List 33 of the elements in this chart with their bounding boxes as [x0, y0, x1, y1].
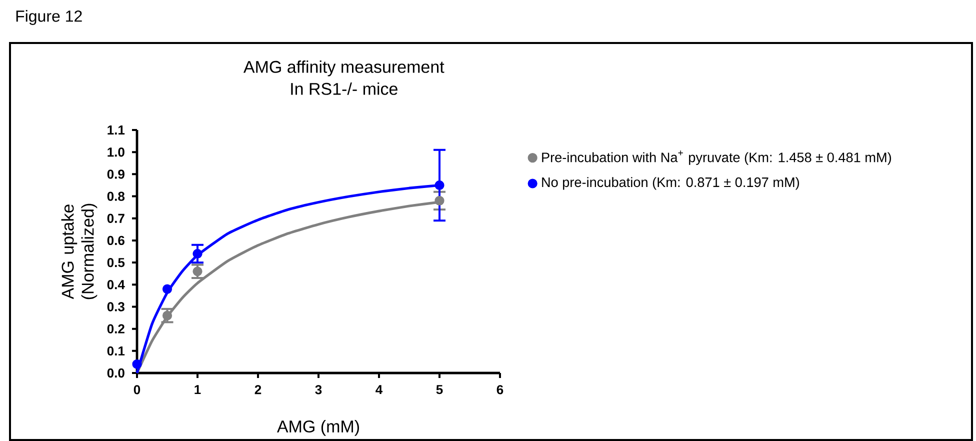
- point: [192, 248, 202, 259]
- point: [192, 266, 202, 276]
- legend-label: No pre-incubation (Km: 0.871 ± 0.197 mM): [542, 177, 800, 190]
- x-axis-title: AMG (mM): [276, 420, 359, 436]
- y-tick-label: 0.6: [107, 236, 124, 246]
- x-tick-label: 4: [376, 385, 383, 394]
- chart-title: AMG affinity measurement: [243, 60, 444, 76]
- x-tick-label: 5: [436, 385, 443, 394]
- x-tick-label: 2: [254, 385, 262, 394]
- x-tick-label: 6: [496, 385, 504, 394]
- y-tick-label: 0.8: [107, 192, 125, 201]
- point: [434, 196, 444, 206]
- point: [162, 310, 172, 320]
- point: [434, 180, 444, 190]
- chart-subtitle: In RS1-/- mice: [291, 82, 398, 95]
- y-tick-label: 1.1: [108, 126, 125, 134]
- x-tick-label: 0: [134, 385, 140, 394]
- y-tick-label: 0.4: [107, 280, 125, 290]
- caption: Figure 12: [16, 10, 82, 25]
- y-tick-label: 0.3: [107, 302, 124, 312]
- y-tick-label: 0.0: [107, 368, 124, 378]
- legend-label: Pre-incubation with Na$^{+}$ pyruvate (Km: 1.458 ± 0.481 mM): [542, 150, 892, 165]
- point: [132, 359, 142, 369]
- x-tick-label: 1: [194, 385, 201, 394]
- y-axis-title: AMG uptake (Normalized): [61, 204, 98, 300]
- y-tick-label: 0.9: [107, 170, 124, 179]
- x-tick-label: 3: [315, 385, 322, 394]
- y-tick-label: 0.7: [107, 214, 124, 223]
- y-tick-label: 0.2: [107, 324, 124, 334]
- y-tick-label: 0.5: [107, 258, 125, 268]
- point: [162, 284, 172, 294]
- y-tick-label: 0.1: [107, 346, 125, 356]
- y-tick-label: 1.0: [108, 148, 124, 157]
